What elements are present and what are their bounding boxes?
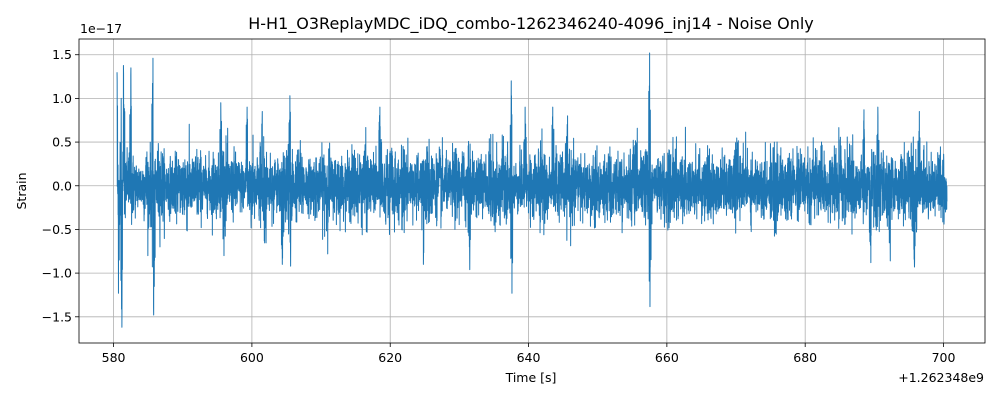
y-axis-label: Strain xyxy=(14,172,29,209)
x-tick-label: 680 xyxy=(793,350,817,365)
y-tick-label: 1.0 xyxy=(52,91,72,106)
x-tick-label: 660 xyxy=(655,350,679,365)
y-tick-label: −1.0 xyxy=(42,266,72,281)
x-tick-label: 620 xyxy=(378,350,402,365)
x-offset-label: +1.262348e9 xyxy=(898,370,984,385)
axes-frame xyxy=(78,38,986,344)
plot-area xyxy=(116,52,948,328)
x-axis-label: Time [s] xyxy=(505,370,557,385)
x-tick-label: 580 xyxy=(102,350,126,365)
x-tick-label: 600 xyxy=(240,350,264,365)
y-tick-label: 0.5 xyxy=(52,135,72,150)
x-tick-label: 640 xyxy=(517,350,541,365)
y-tick-label: −0.5 xyxy=(42,222,72,237)
y-tick-label: 1.5 xyxy=(52,47,72,62)
ticks: 580 600 620 640 660 680 700 −1.5 −1.0 −0.5 0.0 0.5 1… xyxy=(42,47,956,365)
y-scale-label: 1e−17 xyxy=(80,21,122,36)
y-tick-label: −1.5 xyxy=(42,309,72,324)
strain-series-line xyxy=(116,52,948,328)
x-tick-label: 700 xyxy=(932,350,956,365)
chart-title: H-H1_O3ReplayMDC_iDQ_combo-1262346240-40… xyxy=(248,14,814,34)
y-tick-label: 0.0 xyxy=(52,178,72,193)
